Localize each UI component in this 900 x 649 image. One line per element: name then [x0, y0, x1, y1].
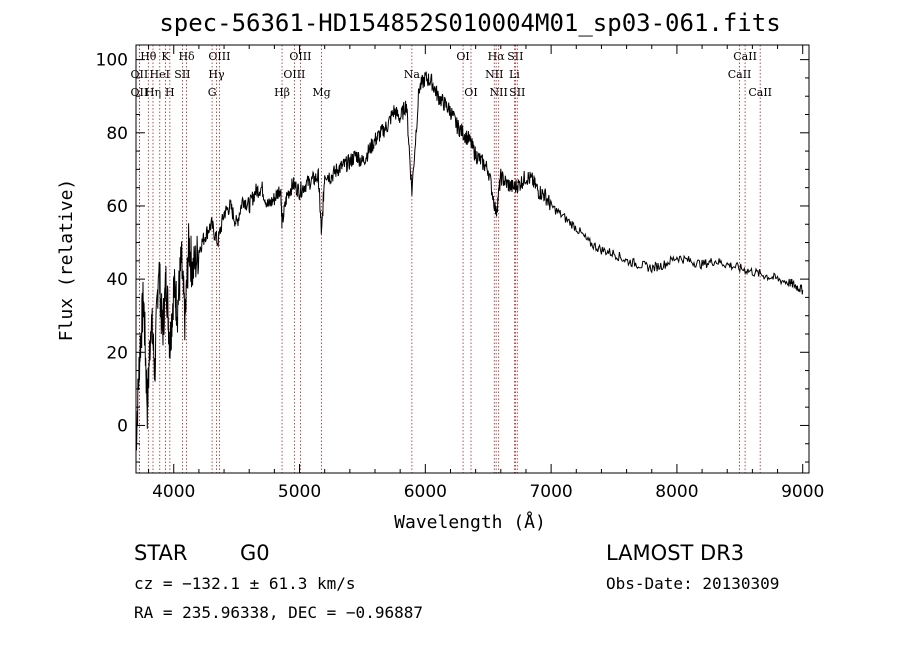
line-label-11: G	[208, 86, 217, 99]
line-label-22: Li	[509, 68, 520, 81]
line-label-17: OI	[456, 50, 469, 63]
line-label-23: NII	[490, 86, 508, 99]
line-label-27: CaII	[748, 86, 772, 99]
object-type: STAR	[134, 541, 187, 565]
y-tick-label-0: 0	[117, 416, 128, 436]
line-label-8: Hδ	[178, 50, 195, 63]
y-tick-label-5: 100	[96, 51, 128, 71]
spectrum-series	[135, 71, 804, 451]
x-axis-label: Wavelength (Å)	[394, 511, 546, 533]
chart-title: spec-56361-HD154852S010004M01_sp03-061.f…	[159, 9, 780, 37]
y-tick-label-3: 60	[106, 197, 128, 217]
spectrum-line	[135, 71, 804, 451]
object-subclass: G0	[240, 541, 270, 565]
y-tick-label-1: 20	[106, 343, 128, 363]
line-label-13: OIII	[289, 50, 311, 63]
line-label-7: H	[165, 86, 175, 99]
line-label-14: OIII	[283, 68, 305, 81]
y-tick-label-2: 40	[106, 270, 128, 290]
line-label-24: SII	[509, 86, 525, 99]
line-label-4: HeI	[150, 68, 170, 81]
line-label-18: OI	[464, 86, 477, 99]
line-label-20: SII	[507, 50, 523, 63]
line-label-25: CaII	[733, 50, 757, 63]
y-tick-label-4: 80	[106, 124, 128, 144]
line-label-0: Hθ	[140, 50, 157, 63]
x-tick-label-3: 7000	[529, 482, 572, 502]
x-tick-label-4: 8000	[655, 482, 698, 502]
plot-frame	[135, 44, 810, 474]
line-label-5: K	[161, 50, 170, 63]
x-tick-label-1: 5000	[278, 482, 321, 502]
line-label-3: Hη	[145, 86, 161, 99]
axis-ticks: 4000 5000 6000 7000 8000 9000 0 20 40 60 80 100	[96, 45, 824, 502]
coordinates: RA = 235.96338, DEC = −0.96887	[134, 603, 423, 622]
redshift-cz: cz = −132.1 ± 61.3 km/s	[134, 574, 356, 593]
line-label-9: OIII	[208, 50, 230, 63]
x-tick-label-5: 9000	[781, 482, 824, 502]
line-label-16: Na	[404, 68, 421, 81]
observation-date: Obs-Date: 20130309	[606, 574, 779, 593]
line-label-6: SII	[174, 68, 190, 81]
line-label-26: CaII	[728, 68, 752, 81]
line-label-10: Hγ	[208, 68, 225, 81]
x-tick-label-0: 4000	[152, 482, 195, 502]
x-tick-label-2: 6000	[404, 482, 447, 502]
survey-name: LAMOST DR3	[606, 541, 744, 565]
y-axis-label: Flux (relative)	[56, 179, 77, 342]
line-label-19: Hα	[488, 50, 506, 63]
line-label-21: NII	[485, 68, 503, 81]
line-label-12: Hβ	[274, 86, 290, 99]
line-label-15: Mg	[312, 86, 330, 99]
line-label-2: OII	[131, 86, 149, 99]
